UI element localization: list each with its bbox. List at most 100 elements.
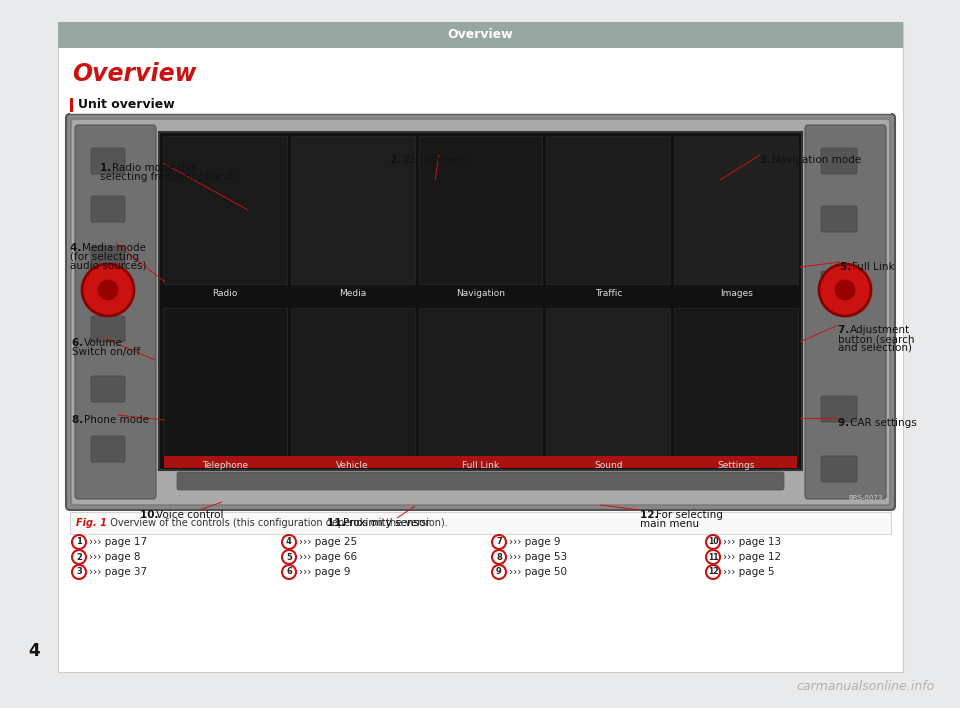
Circle shape — [706, 565, 720, 579]
Text: 2.: 2. — [390, 155, 405, 165]
FancyBboxPatch shape — [58, 22, 903, 48]
Text: button (search: button (search — [838, 334, 915, 344]
Text: ››› page 8: ››› page 8 — [89, 552, 140, 562]
Circle shape — [706, 535, 720, 549]
FancyBboxPatch shape — [674, 136, 798, 284]
Text: 6: 6 — [286, 568, 292, 576]
FancyBboxPatch shape — [71, 119, 890, 505]
Text: ››› page 9: ››› page 9 — [509, 537, 561, 547]
FancyBboxPatch shape — [821, 456, 857, 482]
Circle shape — [72, 565, 86, 579]
FancyBboxPatch shape — [546, 136, 670, 284]
FancyBboxPatch shape — [291, 136, 415, 284]
Text: Switch on/off: Switch on/off — [72, 347, 140, 357]
Text: ››› page 5: ››› page 5 — [723, 567, 775, 577]
Text: Images: Images — [720, 288, 753, 297]
Circle shape — [82, 264, 134, 316]
Text: Overview of the controls (this configuration depends on the version).: Overview of the controls (this configura… — [104, 518, 447, 528]
Text: 5: 5 — [286, 552, 292, 561]
Text: ››› page 66: ››› page 66 — [299, 552, 357, 562]
Text: 6.: 6. — [72, 338, 86, 348]
FancyBboxPatch shape — [805, 125, 886, 499]
Text: Full Link: Full Link — [852, 262, 895, 272]
Text: Media: Media — [339, 288, 367, 297]
Text: 8.: 8. — [72, 415, 86, 425]
FancyBboxPatch shape — [159, 132, 802, 470]
FancyBboxPatch shape — [66, 114, 895, 510]
Text: Overview: Overview — [447, 28, 514, 42]
Text: Settings: Settings — [717, 460, 755, 469]
FancyBboxPatch shape — [91, 376, 125, 402]
Text: 3: 3 — [76, 568, 82, 576]
Text: 10: 10 — [708, 537, 718, 547]
Text: 4: 4 — [286, 537, 292, 547]
FancyBboxPatch shape — [91, 316, 125, 342]
Circle shape — [706, 550, 720, 564]
FancyBboxPatch shape — [91, 246, 125, 272]
Text: audio sources): audio sources) — [70, 261, 147, 271]
Circle shape — [282, 550, 296, 564]
FancyBboxPatch shape — [75, 125, 156, 499]
Text: 4.: 4. — [70, 243, 85, 253]
Text: Traffic: Traffic — [594, 288, 622, 297]
FancyBboxPatch shape — [821, 396, 857, 422]
FancyBboxPatch shape — [70, 113, 891, 114]
Text: Unit overview: Unit overview — [78, 98, 175, 111]
Text: Navigation mode: Navigation mode — [772, 155, 861, 165]
Text: 11.: 11. — [327, 518, 349, 528]
Text: Proximity sensor: Proximity sensor — [344, 518, 430, 528]
Text: (for selecting: (for selecting — [70, 252, 139, 262]
Text: ››› page 25: ››› page 25 — [299, 537, 357, 547]
FancyBboxPatch shape — [58, 22, 903, 672]
Circle shape — [282, 565, 296, 579]
Text: 7: 7 — [496, 537, 502, 547]
FancyBboxPatch shape — [91, 196, 125, 222]
FancyBboxPatch shape — [163, 308, 287, 456]
Circle shape — [72, 535, 86, 549]
Circle shape — [282, 535, 296, 549]
Text: 12: 12 — [708, 568, 718, 576]
FancyBboxPatch shape — [821, 206, 857, 232]
Circle shape — [72, 550, 86, 564]
FancyBboxPatch shape — [164, 456, 797, 468]
Text: Radio: Radio — [212, 288, 237, 297]
Text: 9.: 9. — [838, 418, 852, 428]
Text: 2: 2 — [76, 552, 82, 561]
Text: Overview: Overview — [72, 62, 197, 86]
Text: 1.: 1. — [100, 163, 115, 173]
Text: ››› page 17: ››› page 17 — [89, 537, 147, 547]
FancyBboxPatch shape — [163, 136, 287, 284]
Text: Voice control: Voice control — [156, 510, 224, 520]
Circle shape — [98, 280, 118, 300]
Circle shape — [492, 550, 506, 564]
Text: Phone mode: Phone mode — [84, 415, 150, 425]
Text: Sound: Sound — [594, 460, 622, 469]
Text: For selecting: For selecting — [657, 510, 723, 520]
Text: 12.: 12. — [640, 510, 662, 520]
Circle shape — [834, 280, 855, 300]
Text: and selection): and selection) — [838, 343, 912, 353]
Text: 11: 11 — [708, 552, 718, 561]
Text: Navigation: Navigation — [456, 288, 505, 297]
Text: BRS-0073: BRS-0073 — [849, 495, 883, 501]
FancyBboxPatch shape — [821, 148, 857, 174]
Text: carmanualsonline.info: carmanualsonline.info — [797, 680, 935, 693]
Text: 9: 9 — [496, 568, 502, 576]
Text: Media mode: Media mode — [83, 243, 146, 253]
FancyBboxPatch shape — [419, 136, 542, 284]
FancyBboxPatch shape — [70, 512, 891, 534]
Text: Fig. 1: Fig. 1 — [76, 518, 107, 528]
Text: CAR settings: CAR settings — [851, 418, 917, 428]
Text: 7.: 7. — [838, 325, 853, 335]
Text: 5.: 5. — [840, 262, 854, 272]
Text: 10.: 10. — [140, 510, 162, 520]
Text: Volume: Volume — [84, 338, 123, 348]
FancyBboxPatch shape — [674, 308, 798, 456]
Circle shape — [492, 535, 506, 549]
Text: ››› page 9: ››› page 9 — [299, 567, 350, 577]
Text: main menu: main menu — [640, 519, 699, 529]
Text: 4: 4 — [28, 642, 39, 660]
FancyBboxPatch shape — [291, 308, 415, 456]
Text: Adjustment: Adjustment — [851, 325, 910, 335]
Text: Telephone: Telephone — [202, 460, 248, 469]
